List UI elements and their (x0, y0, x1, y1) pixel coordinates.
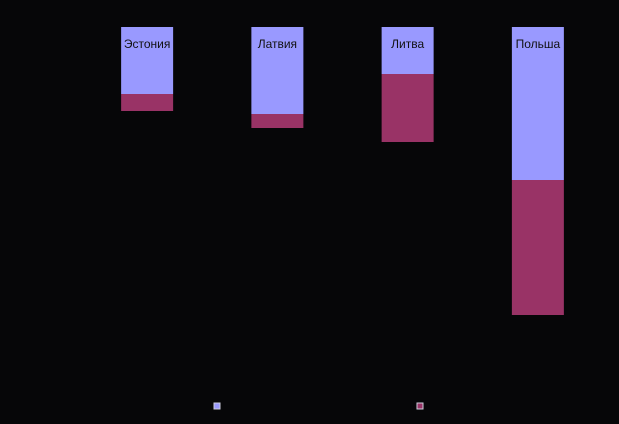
bar-segment (121, 27, 174, 94)
bar-segment (121, 94, 174, 111)
category-label: Эстония (124, 37, 171, 51)
bar-segment (381, 74, 434, 142)
category-label: Польша (516, 37, 561, 51)
bar-segment (381, 27, 434, 74)
category-label: Латвия (258, 37, 297, 51)
legend-marker (416, 402, 424, 410)
bar-segment (251, 114, 304, 128)
bar-segment (511, 180, 564, 315)
category-label: Литва (391, 37, 424, 51)
bar-segment (511, 27, 564, 180)
bar-segment (251, 27, 304, 114)
legend-marker (213, 402, 221, 410)
